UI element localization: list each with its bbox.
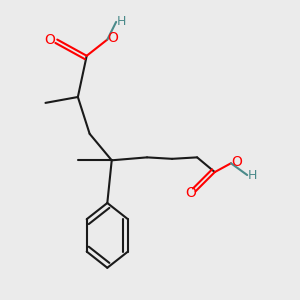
Text: O: O (231, 155, 242, 169)
Text: O: O (185, 186, 196, 200)
Text: H: H (117, 15, 126, 28)
Text: O: O (44, 33, 55, 46)
Text: O: O (107, 31, 118, 45)
Text: H: H (248, 169, 257, 182)
